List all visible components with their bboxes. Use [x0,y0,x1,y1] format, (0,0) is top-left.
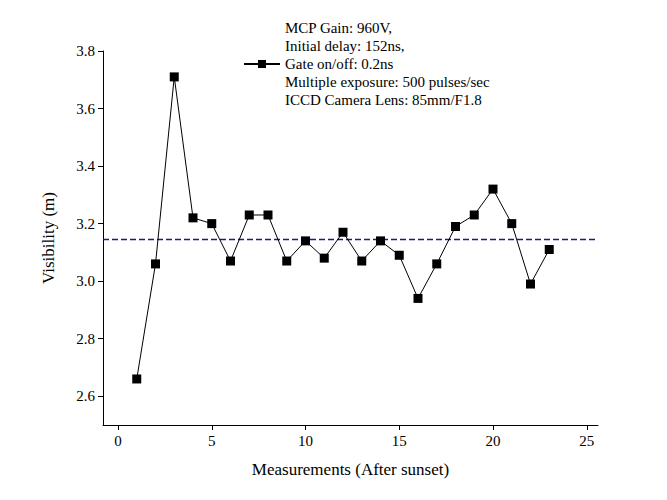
svg-text:Measurements (After sunset): Measurements (After sunset) [252,460,449,479]
svg-text:Visibility (m): Visibility (m) [39,192,58,284]
svg-text:2.8: 2.8 [76,331,95,347]
svg-text:15: 15 [392,433,407,449]
svg-text:3.2: 3.2 [76,216,95,232]
svg-text:3.4: 3.4 [76,158,95,174]
svg-text:ICCD Camera Lens: 85mm/F1.8: ICCD Camera Lens: 85mm/F1.8 [285,92,482,108]
svg-text:5: 5 [208,433,216,449]
svg-text:MCP Gain: 960V,: MCP Gain: 960V, [285,20,392,36]
svg-text:20: 20 [486,433,501,449]
svg-text:0: 0 [114,433,122,449]
svg-text:Multiple exposure: 500 pulses/: Multiple exposure: 500 pulses/sec [285,74,490,90]
svg-text:3.8: 3.8 [76,43,95,59]
svg-text:Initial delay: 152ns,: Initial delay: 152ns, [285,38,405,54]
svg-text:3.6: 3.6 [76,101,95,117]
svg-text:3.0: 3.0 [76,273,95,289]
svg-text:Gate on/off: 0.2ns: Gate on/off: 0.2ns [285,56,394,72]
svg-text:25: 25 [579,433,594,449]
svg-text:2.6: 2.6 [76,388,95,404]
svg-text:10: 10 [298,433,313,449]
